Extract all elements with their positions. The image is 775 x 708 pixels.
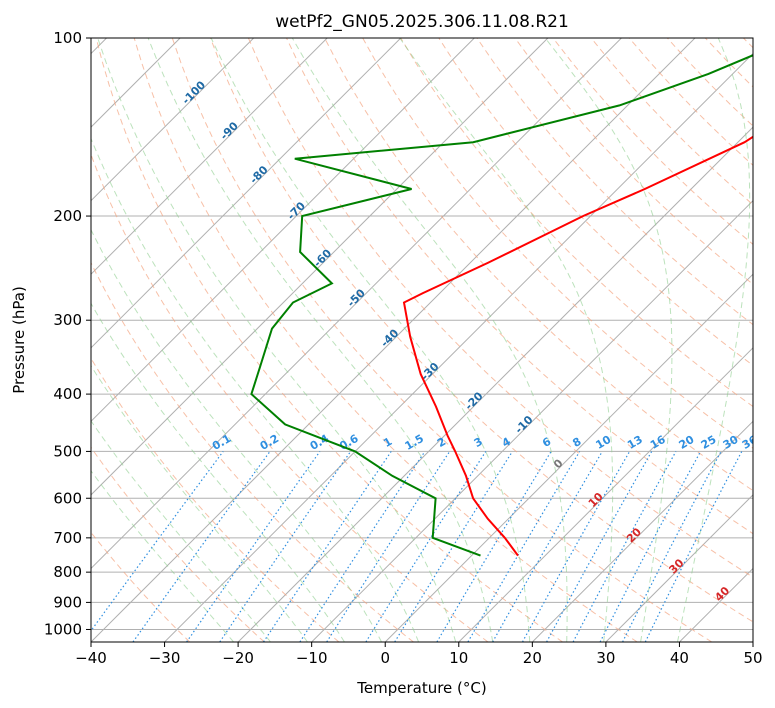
moist-adiabat — [91, 137, 420, 642]
dry-adiabat — [209, 38, 753, 623]
chart-title: wetPf2_GN05.2025.306.11.08.R21 — [275, 12, 569, 32]
isotherm-line — [164, 52, 753, 642]
x-tick-label: 20 — [523, 649, 542, 667]
x-tick-label: 30 — [596, 649, 615, 667]
y-tick-label: 600 — [53, 489, 82, 507]
dry-adiabat — [91, 357, 340, 642]
moist-adiabat — [291, 38, 568, 642]
x-tick-label: −40 — [75, 649, 107, 667]
moist-adiabat — [91, 228, 382, 642]
mixing-ratio-line — [132, 451, 271, 642]
moist-adiabat — [399, 38, 614, 642]
moist-adiabat — [677, 38, 751, 642]
isotherm-line — [91, 38, 696, 642]
y-tick-label: 200 — [53, 207, 82, 225]
x-axis-label: Temperature (°C) — [356, 679, 486, 697]
dry-adiabat — [91, 261, 414, 642]
x-tick-label: −30 — [149, 649, 181, 667]
x-tick-label: −20 — [222, 649, 254, 667]
sounding-series — [250, 54, 753, 557]
dry-adiabat — [95, 38, 563, 642]
background-lines — [91, 38, 753, 642]
moist-adiabat — [91, 364, 308, 642]
mixing-ratio-line — [394, 451, 513, 642]
mixing-ratio-line — [91, 451, 224, 632]
mixing-ratio-line — [299, 451, 426, 642]
isotherm-line — [91, 38, 255, 202]
moist-adiabat — [97, 38, 457, 642]
isotherm-line — [237, 126, 753, 642]
mixing-ratio-line — [572, 451, 677, 642]
moist-adiabat — [91, 420, 271, 642]
y-tick-label: 700 — [53, 529, 82, 547]
y-tick-label: 1000 — [44, 620, 82, 638]
dewpoint-profile — [250, 54, 753, 557]
dry-adiabat — [247, 38, 753, 578]
y-tick-label: 100 — [53, 29, 82, 47]
x-tick-label: 0 — [380, 649, 390, 667]
isotherm-line — [531, 420, 753, 642]
isotherm-line — [91, 38, 475, 423]
dry-adiabat — [324, 38, 753, 492]
moist-adiabat — [147, 38, 494, 642]
mixing-ratio-line — [644, 451, 743, 642]
temperature-profile — [402, 135, 753, 557]
x-tick-label: 10 — [449, 649, 468, 667]
isotherm-line — [91, 38, 549, 496]
isotherm-line — [605, 494, 753, 642]
y-tick-label: 400 — [53, 385, 82, 403]
mixing-ratio-line — [326, 451, 451, 642]
plot-frame — [90, 37, 754, 643]
dry-adiabat — [171, 38, 713, 642]
axes: −40 −30 −20 −10 0 10 20 30 40 50 100 200 300 400 500 60… — [44, 29, 763, 667]
isotherm-line — [91, 38, 402, 349]
x-tick-label: 50 — [743, 649, 762, 667]
y-tick-label: 800 — [53, 563, 82, 581]
x-tick-label: 40 — [670, 649, 689, 667]
moist-adiabat — [91, 470, 234, 642]
isotherm-line — [458, 347, 753, 642]
y-tick-label: 300 — [53, 311, 82, 329]
y-tick-label: 900 — [53, 593, 82, 611]
mixing-ratio-line — [186, 451, 321, 642]
x-tick-label: −10 — [296, 649, 328, 667]
dry-adiabat — [514, 38, 753, 285]
y-axis-label: Pressure (hPa) — [10, 286, 28, 394]
moist-adiabat — [210, 38, 531, 642]
mixing-ratio-line — [546, 451, 653, 642]
isotherm-line — [91, 38, 328, 275]
mixing-ratio-line — [262, 451, 392, 642]
y-tick-label: 500 — [53, 442, 82, 460]
isotherm-line — [91, 38, 622, 570]
moist-adiabat — [91, 302, 345, 642]
isotherm-line — [384, 273, 753, 642]
mixing-ratio-line — [521, 451, 631, 642]
moist-adiabat — [544, 38, 673, 642]
mixing-ratio-line — [219, 451, 352, 642]
dry-adiabat — [133, 38, 638, 642]
dry-adiabat — [91, 446, 265, 642]
dry-adiabat — [286, 38, 753, 535]
